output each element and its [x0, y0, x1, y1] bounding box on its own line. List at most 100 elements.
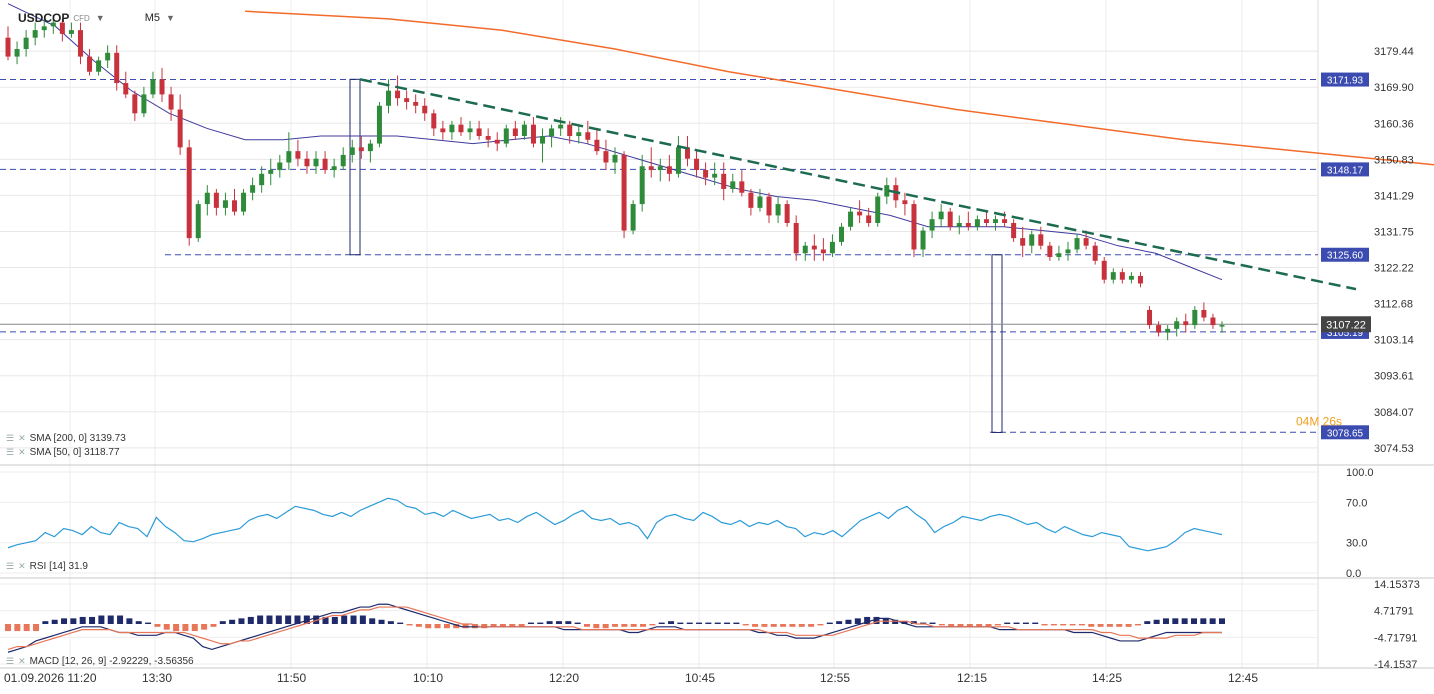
macd-hist-bar: [406, 624, 413, 626]
macd-hist-bar: [1125, 624, 1132, 627]
candle-body: [23, 37, 29, 50]
candle-body: [1011, 222, 1017, 239]
macd-hist-bar: [752, 624, 759, 627]
symbol-label[interactable]: USDCOP: [18, 11, 70, 25]
sma50-legend[interactable]: ☰ ✕ SMA [50, 0] 3118.77: [6, 447, 120, 458]
close-icon[interactable]: ✕: [18, 433, 26, 443]
macd-hist-bar: [770, 624, 777, 627]
sma200-legend[interactable]: ☰ ✕ SMA [200, 0] 3139.73: [6, 433, 126, 444]
candle-body: [956, 222, 962, 227]
candle-body: [530, 124, 536, 144]
candle-body: [268, 170, 274, 174]
hamburger-icon[interactable]: ☰: [6, 447, 15, 457]
price-tick: 3179.44: [1374, 46, 1414, 58]
zone-box: [349, 78, 361, 256]
macd-hist-bar: [1144, 621, 1151, 624]
caret-down-icon[interactable]: ▼: [95, 13, 105, 23]
hamburger-icon[interactable]: ☰: [6, 656, 15, 666]
macd-hist-bar: [761, 624, 768, 627]
timeframe-selector[interactable]: M5: [144, 12, 160, 24]
close-icon[interactable]: ✕: [18, 561, 26, 571]
macd-hist-bar: [1134, 624, 1141, 626]
macd-hist-bar: [1004, 622, 1011, 624]
candle-body: [666, 166, 672, 174]
candle-body: [286, 151, 292, 163]
macd-hist-bar: [443, 624, 450, 629]
macd-hist-bar: [583, 624, 590, 627]
rsi-panel: [0, 471, 1318, 574]
macd-hist-bar: [649, 624, 656, 626]
candle-body: [132, 94, 138, 114]
macd-hist-bar: [789, 624, 796, 627]
macd-hist-bar: [845, 619, 852, 624]
macd-hist-bar: [1106, 624, 1113, 627]
candle-body: [304, 158, 310, 167]
rsi-tick: 30.0: [1346, 538, 1367, 550]
candles[interactable]: [5, 15, 1225, 341]
rsi-tick: 0.0: [1346, 568, 1361, 580]
macd-hist-bar: [107, 615, 114, 624]
price-tick: 3084.07: [1374, 407, 1414, 419]
time-tick: 14:25: [1092, 671, 1122, 685]
candle-body: [965, 222, 971, 227]
macd-hist-bar: [285, 615, 292, 624]
candle-body: [1137, 275, 1143, 284]
macd-hist-bar: [1078, 624, 1085, 626]
candle-body: [331, 166, 337, 171]
macd-hist-bar: [593, 624, 600, 629]
macd-hist-bar: [1032, 622, 1039, 624]
macd-hist-bar: [565, 621, 572, 624]
caret-down-icon[interactable]: ▼: [166, 13, 175, 23]
close-icon[interactable]: ✕: [18, 447, 26, 457]
macd-hist-bar: [490, 624, 497, 627]
macd-hist-bar: [61, 618, 68, 624]
macd-hist-bar: [425, 624, 432, 629]
macd-legend[interactable]: ☰ ✕ MACD [12, 26, 9] -2.92229, -3.56356: [6, 656, 194, 667]
macd-hist-bar: [1209, 618, 1216, 624]
macd-hist-bar: [966, 624, 973, 627]
macd-hist-bar: [313, 615, 320, 624]
candle-body: [395, 90, 401, 99]
candle-body: [1101, 260, 1107, 280]
candle-body: [1065, 249, 1071, 254]
candle-body: [512, 128, 518, 137]
level-tag: [1321, 72, 1369, 87]
trendline[interactable]: [359, 78, 1357, 291]
candle-body: [222, 200, 228, 208]
rsi-label: RSI [14] 31.9: [29, 561, 88, 572]
candle-body: [775, 204, 781, 216]
hamburger-icon[interactable]: ☰: [6, 561, 15, 571]
candle-body: [675, 147, 681, 174]
macd-hist-bar: [1172, 618, 1179, 624]
close-icon[interactable]: ✕: [18, 656, 26, 666]
macd-label: MACD [12, 26, 9] -2.92229, -3.56356: [29, 656, 194, 667]
macd-hist-bar: [350, 615, 357, 624]
macd-hist-bar: [23, 624, 30, 632]
macd-hist-bar: [359, 615, 366, 624]
candle-body: [59, 22, 65, 34]
candle-body: [431, 113, 437, 129]
sma200-polyline: [245, 10, 1434, 166]
rsi-legend[interactable]: ☰ ✕ RSI [14] 31.9: [6, 561, 88, 572]
macd-hist-bar: [780, 624, 787, 627]
hamburger-icon[interactable]: ☰: [6, 433, 15, 443]
candle-body: [250, 185, 256, 193]
candle-body: [14, 49, 20, 57]
level-label: 3148.17: [1327, 165, 1364, 176]
candle-body: [684, 147, 690, 159]
sma200-label: SMA [200, 0] 3139.73: [29, 433, 126, 444]
macd-panel: [0, 583, 1318, 665]
candle-body: [585, 132, 591, 140]
candle-body: [1110, 272, 1116, 280]
macd-hist-bar: [266, 615, 273, 624]
macd-hist-bar: [5, 624, 11, 632]
candle-body: [150, 79, 156, 95]
candle-body: [367, 143, 373, 152]
macd-hist-bar: [873, 616, 880, 624]
macd-hist-bar: [948, 624, 955, 627]
macd-hist-bar: [182, 624, 189, 632]
macd-hist-bar: [994, 624, 1001, 626]
macd-hist-bar: [98, 615, 105, 624]
macd-hist-bar: [677, 622, 684, 624]
